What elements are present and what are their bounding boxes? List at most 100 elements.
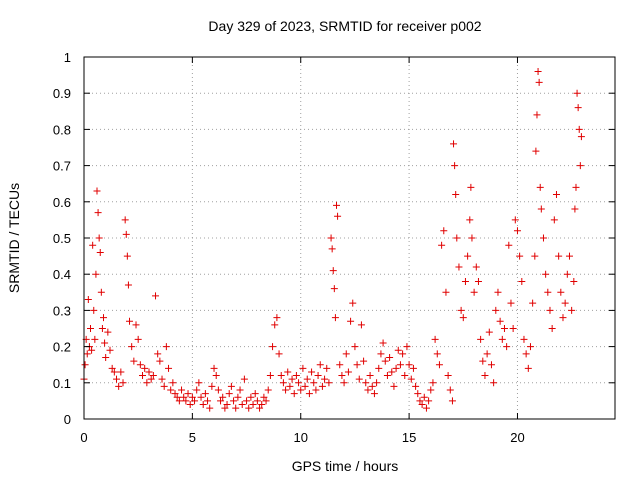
data-point <box>544 288 552 296</box>
data-point <box>388 368 396 376</box>
data-point <box>139 372 147 380</box>
data-point <box>128 343 136 351</box>
data-point <box>550 216 558 224</box>
data-point <box>169 379 177 387</box>
data-point <box>394 346 402 354</box>
data-point <box>106 346 114 354</box>
data-point <box>548 325 556 332</box>
data-point <box>134 335 142 343</box>
data-point <box>563 270 571 278</box>
data-point <box>494 288 502 296</box>
data-point <box>136 361 144 369</box>
data-point <box>100 314 108 322</box>
data-point <box>383 372 391 380</box>
data-point <box>101 339 109 347</box>
data-point <box>212 372 220 380</box>
data-point <box>193 386 201 394</box>
data-point <box>269 343 277 351</box>
data-point <box>534 67 542 75</box>
y-tick-label: 0.6 <box>53 195 71 210</box>
data-point <box>440 227 448 235</box>
data-point <box>332 201 340 209</box>
data-point <box>247 393 255 401</box>
data-point <box>104 328 112 336</box>
data-point <box>507 299 515 307</box>
data-point <box>418 401 426 409</box>
data-point <box>500 325 508 332</box>
data-point <box>347 317 355 325</box>
x-tick-label: 20 <box>510 430 524 445</box>
y-tick-label: 0.5 <box>53 231 71 246</box>
data-point <box>188 393 196 401</box>
data-point <box>238 401 246 409</box>
data-point <box>537 205 545 213</box>
data-point <box>262 397 270 405</box>
data-point <box>221 404 229 412</box>
data-point <box>152 292 160 300</box>
data-point <box>568 306 576 314</box>
data-point <box>108 364 116 372</box>
data-point <box>271 321 279 329</box>
data-point <box>299 364 307 372</box>
data-point <box>330 285 338 293</box>
data-point <box>113 375 121 383</box>
data-point <box>325 379 333 387</box>
data-point <box>331 314 339 322</box>
data-point <box>420 393 428 401</box>
data-point <box>121 216 129 224</box>
data-point <box>542 270 550 278</box>
x-axis-ticks: 0 5 10 15 20 <box>80 57 525 445</box>
data-point <box>526 343 534 351</box>
data-point <box>431 335 439 343</box>
data-point <box>286 382 294 390</box>
data-point <box>214 386 222 394</box>
data-point <box>457 306 465 314</box>
data-point <box>253 397 261 405</box>
data-point <box>355 375 363 383</box>
data-point <box>321 375 329 383</box>
data-point <box>448 397 456 405</box>
data-point <box>366 372 374 380</box>
data-point <box>295 379 303 387</box>
data-point <box>83 350 91 358</box>
data-point <box>165 364 173 372</box>
data-point <box>546 306 554 314</box>
data-point <box>160 382 168 390</box>
data-point <box>531 252 539 260</box>
data-point <box>204 397 212 405</box>
data-point <box>576 162 584 170</box>
data-point <box>472 263 480 271</box>
data-point <box>386 353 394 361</box>
data-point <box>91 335 99 343</box>
data-point <box>492 306 500 314</box>
data-point <box>316 361 324 369</box>
data-point <box>461 277 469 285</box>
data-point <box>234 393 242 401</box>
data-point <box>416 397 424 405</box>
data-point <box>93 187 101 195</box>
data-point <box>375 364 383 372</box>
data-point <box>154 350 162 358</box>
data-point <box>565 252 573 260</box>
data-point <box>360 357 368 365</box>
data-point <box>509 325 517 332</box>
data-point <box>180 393 188 401</box>
data-point <box>379 339 387 347</box>
data-point <box>303 375 311 383</box>
data-point <box>297 386 305 394</box>
x-tick-label: 5 <box>189 430 196 445</box>
y-axis-label: SRMTID / TECUs <box>6 183 22 293</box>
data-point <box>474 277 482 285</box>
data-point <box>557 288 565 296</box>
data-point <box>342 350 350 358</box>
data-point <box>329 267 337 275</box>
data-point <box>334 212 342 220</box>
y-tick-label: 0.1 <box>53 376 71 391</box>
data-point <box>260 393 268 401</box>
grid <box>84 57 615 419</box>
data-point <box>318 382 326 390</box>
data-point <box>370 390 378 398</box>
data-point <box>143 379 151 387</box>
data-point <box>399 350 407 358</box>
plot-frame <box>83 56 616 420</box>
